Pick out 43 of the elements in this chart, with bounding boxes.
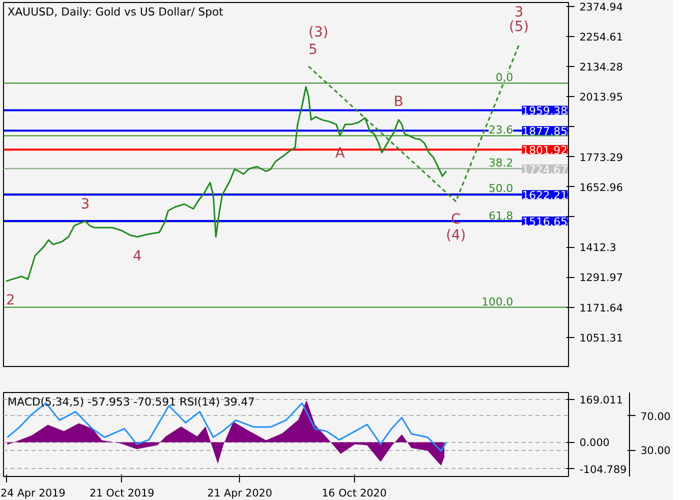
ref-line-label: 1516.65 bbox=[522, 215, 568, 228]
y-tick-label: 1652.96 bbox=[580, 182, 624, 194]
annotation: 50.0 bbox=[488, 182, 514, 195]
annotation: B bbox=[394, 94, 404, 110]
y-tick-label: 1051.31 bbox=[580, 332, 623, 344]
y-tick-label: 2374.94 bbox=[580, 1, 624, 14]
x-tick-label: 24 Apr 2019 bbox=[0, 488, 66, 500]
annotation: 23.6 bbox=[488, 124, 514, 137]
annotation: (4) bbox=[446, 227, 466, 244]
annotation: 2 bbox=[6, 292, 15, 309]
ref-line-label: 1724.67 bbox=[522, 163, 568, 176]
chart-title: MACD(5,34,5) -57.953 -70.591 RSI(14) 39.47 bbox=[8, 396, 255, 408]
y2-tick-label: 30.00 bbox=[640, 445, 671, 458]
y-tick-label: 1291.97 bbox=[580, 272, 623, 284]
y2-tick-label: 70.00 bbox=[640, 410, 671, 423]
annotation: 3 bbox=[514, 4, 524, 20]
ref-line-label: 1959.38 bbox=[522, 104, 568, 118]
annotation: 61.8 bbox=[488, 210, 514, 223]
y-tick-label: 1171.64 bbox=[580, 302, 624, 314]
y-tick-label: -104.789 bbox=[580, 464, 627, 476]
annotation: 4 bbox=[132, 248, 142, 264]
x-tick-label: 16 Oct 2020 bbox=[322, 488, 387, 500]
chart-title: XAUUSD, Daily: Gold vs US Dollar/ Spot bbox=[8, 6, 224, 18]
y-tick-label: 1412.3 bbox=[580, 242, 616, 254]
annotation: 100.0 bbox=[482, 295, 514, 308]
ref-line-label: 1801.92 bbox=[522, 144, 568, 158]
x-tick-label: 21 Apr 2020 bbox=[207, 488, 272, 500]
annotation: 3 bbox=[80, 196, 90, 213]
ref-line-label: 1622.21 bbox=[522, 189, 568, 202]
annotation: 0.0 bbox=[496, 71, 514, 84]
annotation: A bbox=[335, 146, 346, 162]
y-tick-label: 2254.61 bbox=[580, 31, 623, 44]
annotation: 38.2 bbox=[488, 156, 514, 170]
annotation: (3) bbox=[308, 24, 328, 40]
annotation: 5 bbox=[308, 42, 318, 58]
annotation: (5) bbox=[509, 18, 529, 35]
y-tick-label: 1773.29 bbox=[580, 152, 623, 164]
y-tick-label: 169.011 bbox=[580, 394, 623, 406]
y-tick-label: 2013.95 bbox=[580, 92, 623, 104]
x-tick-label: 21 Oct 2019 bbox=[89, 488, 154, 500]
ref-line-label: 1877.85 bbox=[522, 125, 568, 138]
y-tick-label: 0.000 bbox=[580, 437, 610, 450]
y-tick-label: 2134.28 bbox=[580, 61, 623, 74]
